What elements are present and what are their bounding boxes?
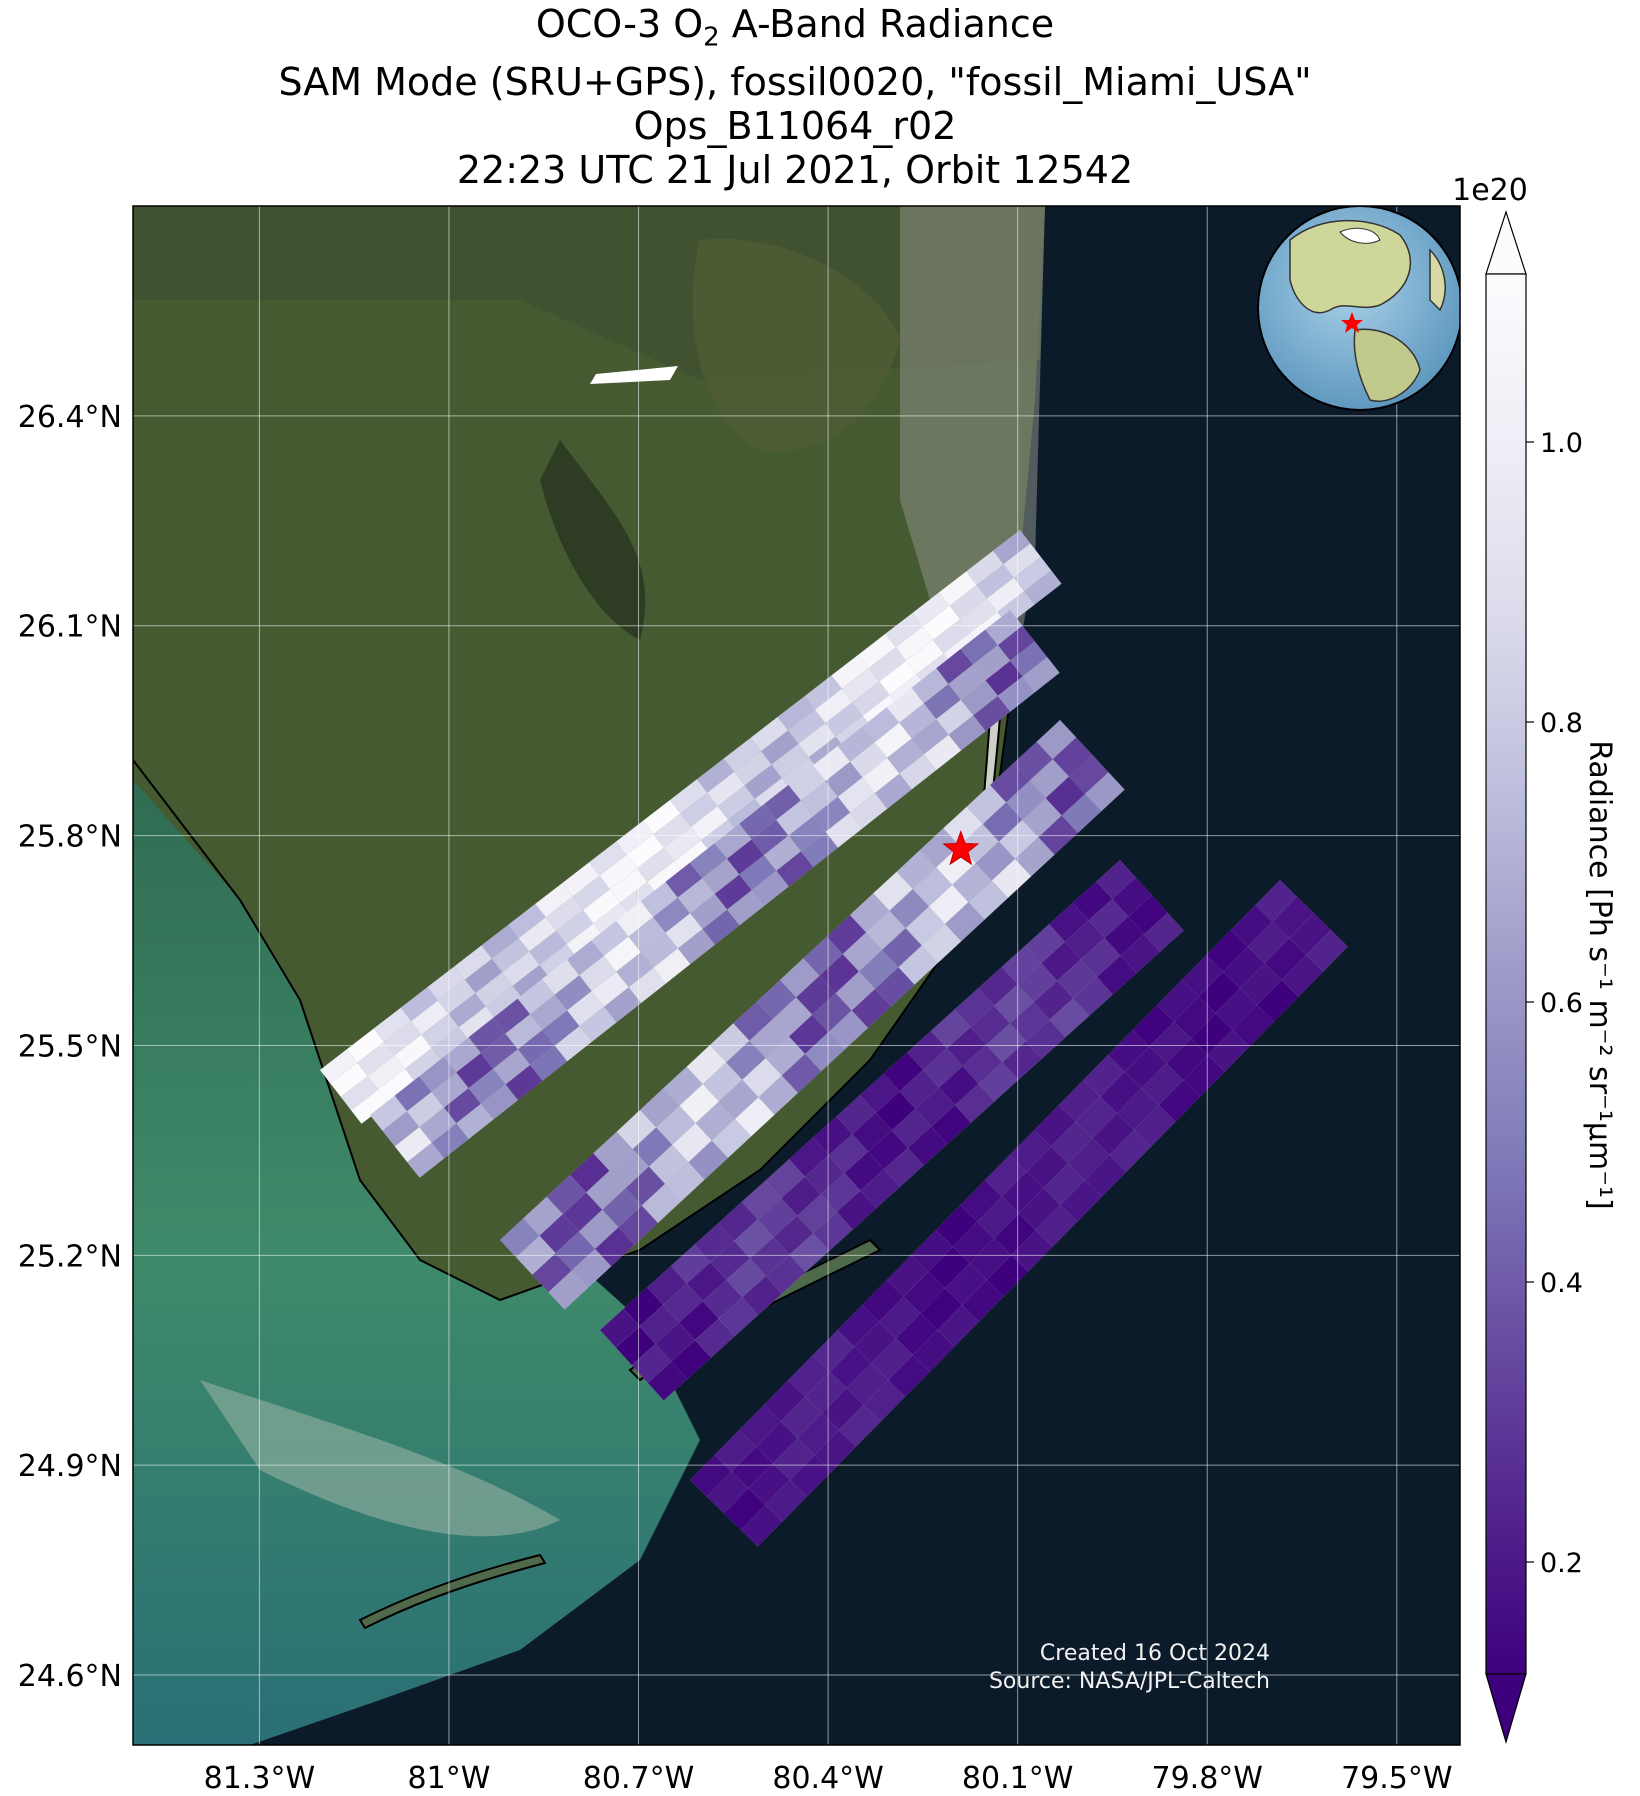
swath-cell	[1022, 656, 1060, 693]
lat-tick-label: 26.1°N	[18, 610, 122, 645]
lon-tick-label: 79.5°W	[1341, 1761, 1452, 1796]
colorbar-tick-label: 0.2	[1540, 1548, 1583, 1579]
inset-globe	[1257, 206, 1460, 411]
globe-target-star	[1341, 312, 1363, 333]
lat-tick-label: 24.6°N	[18, 1659, 122, 1694]
globe-south-america	[1353, 328, 1421, 402]
sediment-plume	[200, 1380, 560, 1537]
gridlines	[133, 206, 1460, 1745]
lat-tick-label: 25.5°N	[18, 1029, 122, 1064]
lat-tick-label: 24.9°N	[18, 1449, 122, 1484]
latitude-axis: 26.4°N 26.1°N 25.8°N 25.5°N 25.2°N 24.9°N 24.6…	[18, 400, 122, 1694]
swath-4	[599, 859, 1185, 1401]
swath-3	[499, 719, 1125, 1310]
globe-north-america	[1289, 219, 1411, 314]
map-frame	[132, 205, 1461, 1746]
swath-2	[369, 609, 1060, 1179]
lon-tick-label: 80.1°W	[962, 1761, 1073, 1796]
lon-tick-label: 80.7°W	[583, 1761, 694, 1796]
lower-keys	[358, 1553, 547, 1630]
swath-cell	[1084, 771, 1125, 812]
globe-greenland	[1339, 227, 1381, 244]
figure-title: OCO-3 O2 A-Band Radiance SAM Mode (SRU+G…	[0, 2, 1590, 192]
colorbar-bottom-extension	[1485, 1673, 1527, 1745]
swath-5	[689, 879, 1349, 1547]
longitude-axis: 81.3°W 81°W 80.7°W 80.4°W 80.1°W 79.8°W 79.5°W	[204, 1761, 1453, 1796]
data-source: Source: NASA/JPL-Caltech	[988, 1669, 1270, 1694]
wetland-patch	[540, 440, 646, 640]
colorbar-tick-label: 0.6	[1540, 988, 1583, 1019]
colorbar: 0.2 0.4 0.6 0.8 1.0 1e20 Radiance [Ph s⁻¹ m⁻…	[1452, 173, 1617, 1745]
colorbar-top-extension	[1485, 210, 1527, 275]
title-line-4: 22:23 UTC 21 Jul 2021, Orbit 12542	[456, 147, 1134, 192]
lon-tick-label: 81°W	[408, 1761, 491, 1796]
colorbar-ticks: 0.2 0.4 0.6 0.8 1.0	[1526, 428, 1583, 1579]
water-conservation-area	[692, 238, 900, 452]
lon-tick-label: 81.3°W	[204, 1761, 315, 1796]
target-star-marker	[942, 830, 980, 866]
swath-fragment	[590, 366, 678, 384]
globe-africa-edge	[1429, 248, 1446, 312]
swath-cell	[1143, 912, 1185, 953]
colorbar-label: Radiance [Ph s⁻¹ m⁻² sr⁻¹μm⁻¹]	[1582, 740, 1617, 1210]
lat-tick-label: 26.4°N	[18, 400, 122, 435]
created-date: Created 16 Oct 2024	[1039, 1641, 1270, 1666]
lat-tick-label: 25.8°N	[18, 820, 122, 855]
colorbar-tick-label: 1.0	[1540, 428, 1583, 459]
title-suffix: A-Band Radiance	[719, 2, 1055, 46]
radiance-swaths	[319, 366, 1349, 1547]
swath-cell	[1305, 929, 1349, 972]
title-line-2: SAM Mode (SRU+GPS), fossil0020, "fossil_…	[278, 59, 1312, 104]
colorbar-tick-label: 0.4	[1540, 1268, 1583, 1299]
credit-text: Created 16 Oct 2024 Source: NASA/JPL-Cal…	[989, 1640, 1270, 1696]
title-prefix: OCO-3 O	[535, 2, 704, 46]
title-line-1: OCO-3 O2 A-Band Radiance	[0, 2, 1590, 60]
colorbar-gradient	[1485, 273, 1527, 1675]
satellite-basemap	[133, 206, 1460, 1745]
lon-tick-label: 79.8°W	[1152, 1761, 1263, 1796]
lon-tick-label: 80.4°W	[772, 1761, 883, 1796]
colorbar-tick-label: 0.8	[1540, 708, 1583, 739]
swath-cell	[1023, 570, 1062, 605]
title-subscript: 2	[703, 22, 720, 53]
lat-tick-label: 25.2°N	[18, 1239, 122, 1274]
colorbar-multiplier: 1e20	[1452, 173, 1528, 208]
title-line-3: Ops_B11064_r02	[633, 103, 957, 148]
